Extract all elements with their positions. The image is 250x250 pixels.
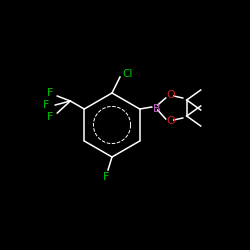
Text: F: F	[103, 172, 109, 182]
Text: O: O	[166, 116, 175, 126]
Text: Cl: Cl	[122, 69, 132, 79]
Text: F: F	[43, 100, 50, 110]
Text: F: F	[47, 112, 54, 122]
Text: F: F	[47, 88, 54, 98]
Text: O: O	[166, 90, 175, 100]
Text: B: B	[153, 104, 160, 114]
